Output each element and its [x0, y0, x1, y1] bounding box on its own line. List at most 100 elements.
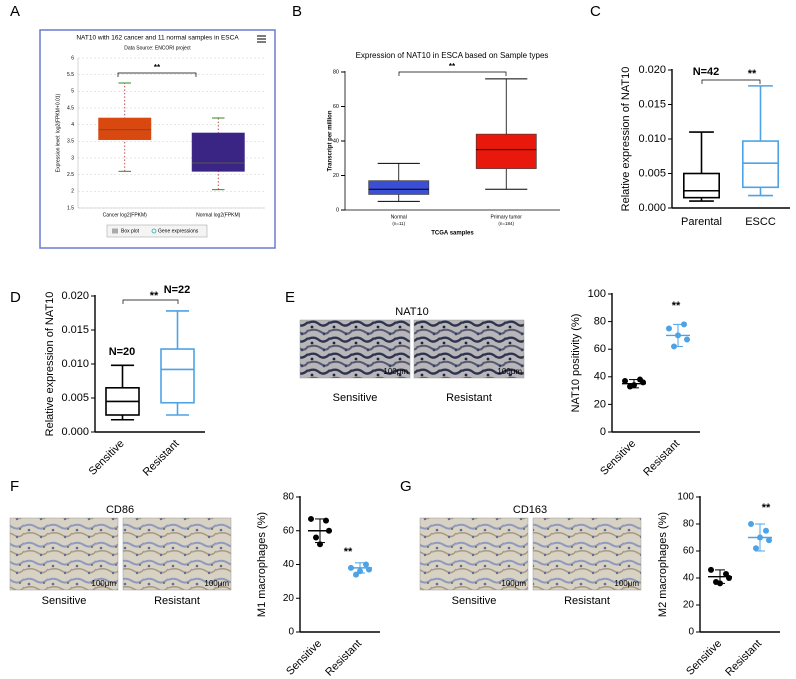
- y-tick-label: 0.000: [638, 202, 666, 214]
- annotation: N=20: [109, 346, 136, 358]
- x-tick-note: (n=184): [498, 221, 514, 226]
- y-tick-label: 60: [283, 525, 295, 536]
- annotation: **: [762, 502, 771, 514]
- y-tick-label: 0.010: [61, 358, 89, 370]
- data-point: [708, 566, 714, 573]
- panel-label: D: [10, 289, 21, 306]
- data-point: [622, 377, 628, 384]
- annotation: N=42: [693, 66, 720, 78]
- image-caption: Resistant: [154, 595, 200, 607]
- y-tick-label: 5.5: [67, 72, 74, 78]
- box: [741, 140, 779, 189]
- y-tick-label: 0.010: [638, 133, 666, 145]
- box: [475, 133, 537, 169]
- x-tick-label: Resistant: [723, 638, 764, 679]
- scale-bar-label: 100μm: [501, 579, 526, 588]
- y-tick-label: 60: [683, 546, 695, 557]
- panel-label: E: [285, 289, 295, 306]
- annotation: **: [748, 68, 757, 80]
- panel-label: G: [400, 478, 412, 495]
- y-tick-label: 0: [600, 426, 606, 438]
- y-tick-label: 20: [594, 398, 606, 410]
- data-point: [313, 534, 319, 541]
- image-title: CD86: [106, 504, 134, 516]
- y-tick-label: 3: [71, 155, 74, 161]
- image-caption: Resistant: [446, 392, 492, 404]
- box: [98, 117, 152, 140]
- y-axis-label: M1 macrophages (%): [256, 512, 268, 617]
- y-tick-label: 1.5: [67, 205, 74, 211]
- chart-subtitle: Data Source: ENCORI project: [124, 45, 191, 51]
- y-axis-label: Expression level: log2(FPKM+0.01): [55, 93, 61, 172]
- histology-image: [413, 319, 525, 379]
- data-point: [684, 336, 690, 343]
- y-tick-label: 2: [71, 189, 74, 195]
- y-axis-label: Relative expression of NAT10: [620, 67, 632, 212]
- data-point: [766, 537, 772, 544]
- y-tick-label: 0: [336, 207, 339, 213]
- legend-label: Gene expressions: [158, 228, 199, 234]
- annotation: **: [154, 63, 161, 72]
- box: [368, 180, 430, 195]
- y-tick-label: 20: [333, 173, 339, 179]
- x-tick-label: Sensitive: [684, 638, 724, 678]
- histology-image: [122, 517, 232, 591]
- significance-bracket: [398, 71, 507, 76]
- x-tick-label: ESCC: [745, 216, 776, 228]
- image-caption: Sensitive: [42, 595, 87, 607]
- annotation: **: [344, 546, 353, 558]
- y-tick-label: 2.5: [67, 172, 74, 178]
- x-tick-label: Sensitive: [87, 438, 127, 478]
- y-tick-label: 5: [71, 89, 74, 95]
- histology-image: [9, 517, 119, 591]
- x-tick-label: Cancer log2(FPKM): [103, 212, 148, 218]
- legend-label: Box plot: [121, 228, 140, 234]
- data-point: [753, 545, 759, 552]
- y-tick-label: 0.015: [638, 98, 666, 110]
- y-tick-label: 20: [683, 600, 695, 611]
- y-tick-label: 6: [71, 55, 74, 61]
- y-tick-label: 0: [288, 627, 294, 638]
- x-tick-label: Sensitive: [284, 638, 324, 678]
- x-tick-note: (n=11): [392, 221, 405, 226]
- annotation: N=22: [164, 284, 191, 296]
- panel-label: C: [590, 3, 601, 20]
- y-axis-label: M2 macrophages (%): [657, 512, 669, 617]
- box: [160, 348, 195, 404]
- scale-bar-label: 100μm: [91, 579, 116, 588]
- y-tick-label: 4.5: [67, 105, 74, 111]
- annotation: **: [150, 290, 159, 302]
- y-tick-label: 100: [677, 492, 694, 503]
- box: [191, 132, 245, 172]
- scale-bar-label: 100μm: [204, 579, 229, 588]
- x-tick-label: Resistant: [641, 438, 682, 479]
- data-point: [681, 321, 687, 328]
- image-caption: Sensitive: [333, 392, 378, 404]
- y-tick-label: 80: [283, 492, 295, 503]
- x-tick-label: Primary tumor: [491, 214, 523, 220]
- x-tick-label: Parental: [681, 216, 722, 228]
- y-tick-label: 20: [283, 593, 295, 604]
- y-tick-label: 80: [333, 69, 339, 75]
- x-tick-label: Resistant: [323, 638, 364, 679]
- data-point: [748, 521, 754, 527]
- y-tick-label: 60: [594, 343, 606, 355]
- x-tick-label: Normal: [391, 214, 407, 220]
- significance-bracket: [122, 299, 179, 304]
- data-point: [726, 575, 732, 581]
- y-tick-label: 0.020: [61, 290, 89, 302]
- y-axis-label: Transcript per million: [328, 110, 334, 171]
- y-tick-label: 100: [588, 288, 606, 300]
- data-point: [763, 527, 769, 534]
- x-axis-label: TCGA samples: [431, 231, 474, 237]
- significance-bracket: [117, 72, 197, 77]
- image-title: NAT10: [395, 306, 428, 318]
- annotation: **: [449, 62, 456, 71]
- x-tick-label: Sensitive: [598, 438, 638, 478]
- chart-title: Expression of NAT10 in ESCA based on Sam…: [356, 51, 549, 60]
- legend-swatch: [151, 228, 157, 234]
- chart-title: NAT10 with 162 cancer and 11 normal samp…: [76, 35, 239, 42]
- panel-label: A: [10, 3, 20, 20]
- legend-swatch: [112, 228, 118, 234]
- y-tick-label: 0.000: [61, 426, 89, 438]
